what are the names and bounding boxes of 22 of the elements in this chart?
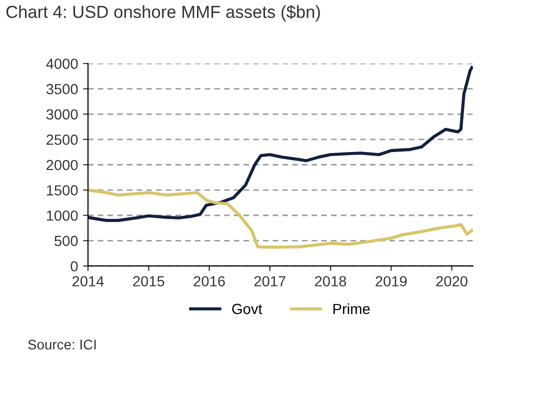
chart-title: Chart 4: USD onshore MMF assets ($bn) (6, 5, 320, 22)
y-tick-label: 1500 (46, 185, 78, 196)
x-tick-label: 2014 (72, 276, 104, 286)
x-tick-label: 2018 (315, 276, 346, 286)
x-tick-label: 2017 (254, 276, 286, 286)
y-tick-label: 1000 (46, 210, 78, 221)
line-series (88, 66, 473, 222)
y-tick-label: 3500 (46, 84, 78, 94)
y-tick-label: 3000 (46, 109, 78, 120)
y-tick-label: 500 (54, 236, 78, 246)
legend-label: Prime (333, 303, 370, 314)
y-tick-label: 2500 (46, 134, 78, 145)
x-tick-label: 2019 (376, 276, 407, 286)
y-tick-label: 0 (70, 261, 78, 272)
source-note: Source: ICI (28, 340, 96, 350)
y-tick-label: 4000 (46, 58, 78, 69)
x-tick-label: 2020 (436, 276, 468, 286)
line-series (88, 188, 473, 249)
x-tick-label: 2015 (133, 276, 164, 286)
x-tick-label: 2016 (194, 276, 225, 286)
y-tick-label: 2000 (46, 160, 78, 170)
legend-label: Govt (232, 304, 262, 314)
